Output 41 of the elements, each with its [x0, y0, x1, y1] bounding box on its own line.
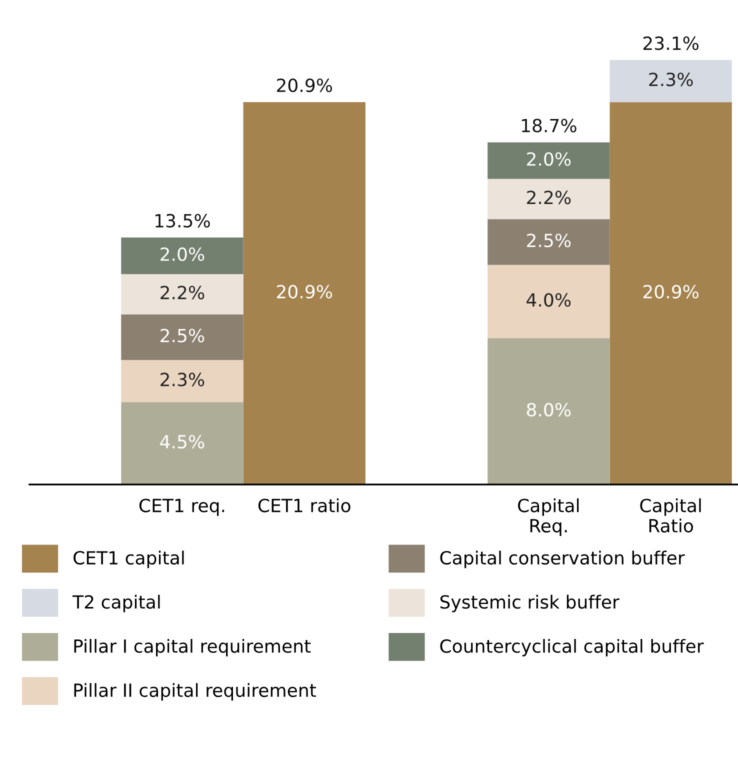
total-label: 13.5% [156, 214, 210, 228]
data-label: 2.3% [649, 72, 693, 86]
data-label: 20.9% [277, 284, 332, 299]
total-label: 20.9% [277, 78, 332, 92]
legend-label: Countercyclical capital buffer [440, 638, 704, 656]
x-tick-label: Capital Req. [518, 498, 579, 536]
legend-label: CET1 capital [74, 550, 184, 568]
legend-label: Capital conservation buffer [440, 550, 685, 568]
bar [488, 142, 610, 179]
bar [488, 219, 610, 265]
data-label: 2.0% [160, 247, 204, 262]
bar [121, 360, 244, 402]
legend-label: Pillar I capital requirement [74, 638, 311, 656]
data-label: 2.2% [527, 190, 571, 204]
bar [610, 102, 732, 484]
x-tick-label: Capital Ratio [640, 498, 701, 533]
x-tick-label: CET1 ratio [258, 498, 350, 512]
data-label: 2.5% [160, 328, 204, 342]
legend-label: Pillar II capital requirement [74, 683, 316, 701]
data-label: 8.0% [526, 402, 571, 417]
bar [610, 60, 732, 102]
bar [243, 102, 366, 484]
data-label: 4.0% [526, 293, 571, 307]
data-label: 2.5% [527, 234, 571, 248]
bar [121, 274, 244, 314]
data-label: 2.2% [160, 286, 204, 300]
data-label: 2.3% [160, 372, 204, 386]
data-label: 4.5% [160, 434, 204, 449]
data-label: 2.0% [527, 152, 571, 166]
bar [488, 178, 610, 220]
bar [121, 314, 244, 360]
bar [488, 264, 610, 338]
total-label: 18.7% [522, 118, 576, 132]
legend-label: Systemic risk buffer [440, 594, 620, 612]
legend-label: T2 capital [72, 594, 160, 612]
bar [121, 402, 244, 484]
bar [121, 237, 244, 274]
total-label: 23.1% [643, 36, 698, 50]
bar [488, 338, 610, 484]
x-tick-label: CET1 req. [139, 498, 224, 516]
data-label: 20.9% [643, 284, 698, 299]
